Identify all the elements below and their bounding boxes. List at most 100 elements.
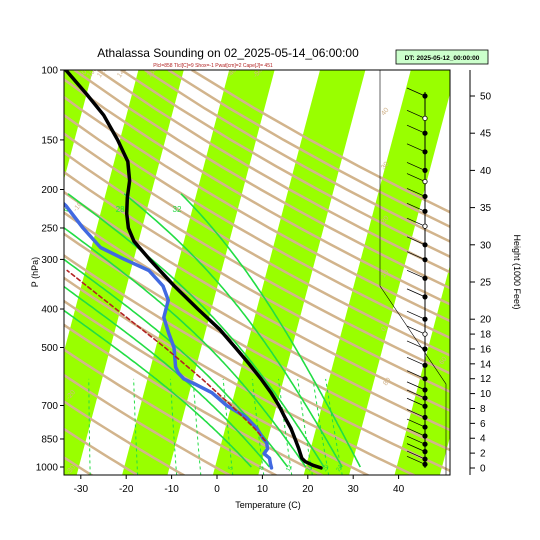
wind-barb	[406, 325, 426, 335]
isotherm-band	[212, 70, 366, 475]
wind-barb	[406, 87, 426, 97]
mixing-ratio-label: 5	[228, 465, 235, 471]
height-tick-label: 25	[480, 278, 492, 289]
pressure-tick-label: 700	[41, 401, 58, 412]
dry-adiabat-line	[144, 70, 450, 243]
dry-adiabat-label: 100	[86, 66, 99, 80]
height-tick-label: 14	[480, 359, 492, 370]
isotherm-band	[0, 70, 2, 475]
moist-adiabat-label: 28	[116, 205, 125, 214]
wind-barb	[406, 203, 426, 212]
dry-adiabat-label: 0	[380, 326, 388, 334]
pressure-tick-label: 150	[41, 135, 58, 146]
wind-column-boundary	[379, 70, 447, 475]
dry-adiabat-line	[64, 348, 277, 475]
mixing-ratio-lines: 5 8 12 16 20 24	[88, 378, 345, 475]
wind-barb	[406, 217, 426, 227]
wind-barb	[406, 269, 426, 279]
dry-adiabat-label: -20	[65, 389, 77, 401]
series-dewpoint-line	[64, 201, 274, 470]
mixing-ratio-label: 24	[336, 464, 345, 473]
pressure-tick-label: 100	[41, 66, 58, 77]
wind-barb	[406, 236, 426, 246]
wind-barb	[406, 409, 426, 418]
height-tick-label: 35	[480, 203, 492, 214]
mixing-ratio-label: 16	[306, 464, 315, 473]
wind-barb	[406, 381, 426, 391]
dry-adiabat-label: 40	[380, 107, 390, 118]
dry-adiabat-label: 10	[380, 269, 390, 280]
moist-adiabat-label: 32	[173, 205, 182, 214]
moist-adiabat-label: 20	[10, 205, 19, 214]
height-marker	[422, 387, 428, 393]
wind-barb	[406, 455, 426, 465]
wind-barb	[406, 310, 426, 320]
height-marker	[422, 275, 428, 281]
dry-adiabat-line	[64, 276, 415, 475]
dry-adiabat-line	[64, 400, 185, 475]
height-marker	[422, 414, 428, 421]
height-tick-label: 45	[480, 129, 492, 140]
dry-adiabat-line	[64, 151, 450, 375]
dry-adiabat-line	[97, 70, 450, 274]
moist-adiabat-line	[123, 193, 343, 468]
dry-adiabat-label: 50	[78, 69, 88, 80]
height-marker	[422, 130, 428, 136]
temperature-tick-label: -10	[164, 484, 179, 495]
height-marker	[422, 93, 428, 99]
height-marker	[422, 115, 428, 121]
height-tick-label: 16	[480, 344, 492, 355]
height-marker	[422, 331, 428, 337]
isotherm-band	[303, 70, 450, 475]
height-marker	[422, 449, 428, 455]
height-marker	[422, 395, 428, 401]
dry-adiabat-label: -30	[65, 464, 77, 476]
chart-title: Athalassa Sounding on 02_2025-05-14_06:0…	[97, 46, 359, 60]
dry-adiabat-line	[120, 70, 450, 259]
height-marker	[422, 346, 428, 352]
wind-barb	[406, 443, 426, 452]
height-marker	[422, 294, 428, 300]
dry-adiabat-label: -50	[252, 67, 264, 79]
dry-adiabat-line	[64, 232, 450, 452]
dry-adiabat-label: 30	[380, 161, 390, 172]
height-tick-label: 4	[480, 434, 486, 445]
wind-profile-column: 0 2 4 6 8 10 12 14 16 18 20 25 30 35 40 45 50	[379, 70, 492, 475]
dry-adiabat-line	[73, 70, 450, 290]
height-tick-label: 40	[480, 166, 492, 177]
plot-frame	[63, 69, 451, 476]
temperature-tick-label: 30	[348, 484, 360, 495]
temperature-tick-label: 40	[393, 484, 405, 495]
temperature-tick-label: 20	[302, 484, 314, 495]
dry-adiabat-line	[64, 254, 450, 473]
temperature-tick-label: 0	[214, 484, 220, 495]
wind-barb	[406, 251, 426, 260]
mixing-ratio-line	[192, 378, 202, 475]
mixing-ratio-line	[312, 378, 330, 475]
dry-adiabat-label: 140	[116, 66, 129, 80]
y-axis-label: P (hPa)	[30, 257, 40, 287]
wind-barb	[406, 357, 426, 366]
height-tick-label: 8	[480, 404, 486, 415]
mixing-ratio-line	[278, 378, 293, 475]
mixing-ratio-line	[88, 378, 91, 475]
y2-axis-label: Height (1000 Feet)	[512, 234, 522, 309]
mixing-ratio-label: 8	[258, 465, 265, 471]
height-marker	[422, 167, 428, 173]
wind-barb	[406, 110, 426, 119]
height-marker	[422, 208, 428, 214]
dry-adiabat-line	[64, 427, 139, 475]
wind-barb	[406, 418, 426, 428]
mixing-ratio-label: 12	[285, 464, 294, 473]
wind-barb	[406, 162, 426, 171]
date-box: DT: 2025-05-12_00:00:00	[395, 49, 489, 65]
dry-adiabat-line	[64, 373, 231, 475]
height-marker	[422, 461, 428, 467]
pressure-tick-label: 300	[41, 255, 58, 266]
wind-barb	[406, 389, 426, 399]
height-tick-label: 50	[480, 92, 492, 103]
moist-adiabat-line	[64, 309, 252, 468]
